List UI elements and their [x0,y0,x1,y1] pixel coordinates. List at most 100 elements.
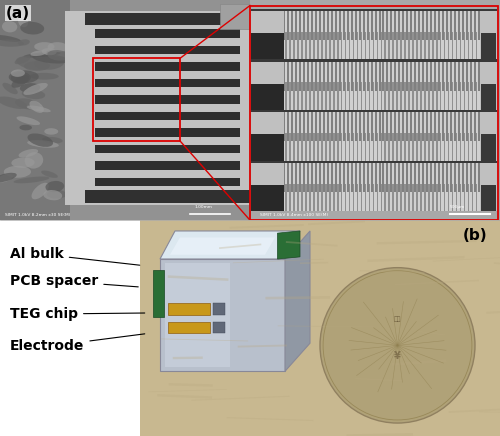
Bar [368,184,370,211]
Bar [430,162,432,192]
Bar [374,111,376,142]
Bar [384,133,386,161]
Bar [335,61,337,91]
Bar [333,133,334,161]
Bar [448,82,450,110]
Ellipse shape [0,173,16,182]
Ellipse shape [48,42,68,52]
Text: ¥: ¥ [394,351,401,361]
Bar [414,61,416,91]
Bar [319,111,321,142]
Bar [470,61,472,91]
Bar [402,61,404,91]
Bar [466,10,468,40]
Bar [402,162,404,192]
Bar [353,31,354,59]
Bar [428,82,430,110]
Bar [368,82,370,110]
Bar [95,46,240,54]
Bar [319,10,321,40]
Bar [364,82,366,110]
Bar [470,162,472,192]
Bar [410,162,412,192]
Bar [290,184,291,211]
Bar [331,61,333,91]
Bar [284,59,480,110]
Bar [386,162,388,192]
Bar [468,82,469,110]
Ellipse shape [42,137,62,143]
Bar [474,111,476,142]
Bar [284,10,286,40]
Bar [474,162,476,192]
Bar [386,10,388,40]
Ellipse shape [8,70,39,83]
Bar [341,82,342,110]
Bar [476,184,477,211]
Bar [370,10,372,40]
Bar [436,184,438,211]
Bar [414,10,416,40]
Bar [466,61,468,91]
Bar [364,133,366,161]
Bar [426,10,428,40]
Bar [458,162,460,192]
Bar [456,82,458,110]
Bar [414,111,416,142]
Bar [331,162,333,192]
Ellipse shape [44,190,62,200]
Bar [331,111,333,142]
Text: 中国: 中国 [394,317,401,322]
Bar [358,111,360,142]
Bar [311,111,313,142]
Ellipse shape [11,69,25,77]
Bar [220,4,265,29]
Bar [382,61,384,91]
Bar [400,184,402,211]
Bar [412,31,414,59]
Bar [416,31,418,59]
Bar [296,111,298,142]
Bar [446,61,448,91]
Bar [408,184,410,211]
Bar [251,59,497,61]
Bar [362,162,364,192]
Bar [424,82,426,110]
Bar [474,61,476,91]
Bar [343,61,345,91]
Bar [388,31,390,59]
Bar [306,133,307,161]
Bar [460,31,462,59]
Bar [468,133,469,161]
Bar [448,31,450,59]
Bar [358,10,360,40]
Ellipse shape [32,183,48,199]
Polygon shape [165,263,230,367]
Bar [341,31,342,59]
Bar [422,61,424,91]
Bar [294,82,295,110]
Ellipse shape [30,101,44,113]
Bar [95,95,240,104]
Bar [462,111,464,142]
Bar [357,82,358,110]
Bar [315,162,317,192]
Bar [304,111,306,142]
Bar [339,10,341,40]
Bar [366,10,368,40]
Bar [416,82,418,110]
Bar [446,10,448,40]
Bar [450,61,452,91]
Bar [325,82,326,110]
Bar [325,133,326,161]
Bar [430,10,432,40]
Bar [321,184,322,211]
Ellipse shape [2,21,18,32]
Bar [355,162,357,192]
Bar [360,133,362,161]
Bar [481,185,496,211]
Bar [337,82,338,110]
Bar [426,61,428,91]
Bar [95,161,240,170]
Bar [432,82,434,110]
